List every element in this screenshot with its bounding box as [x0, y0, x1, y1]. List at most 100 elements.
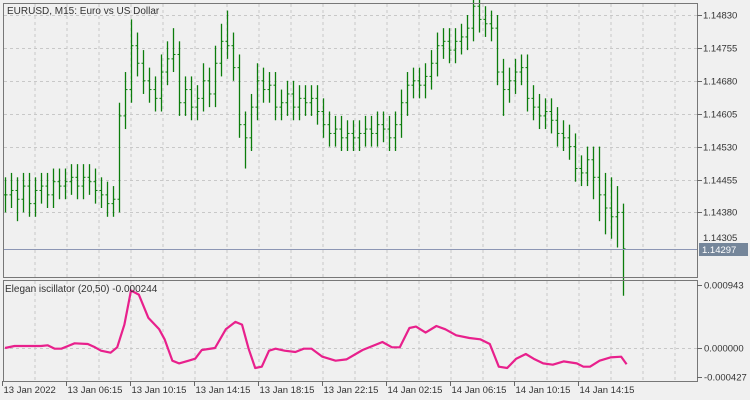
price-bar — [453, 28, 458, 64]
price-bar — [555, 107, 560, 147]
price-bar — [183, 76, 188, 116]
price-bar — [111, 186, 116, 217]
price-bar — [321, 98, 326, 138]
price-bar — [537, 93, 542, 130]
price-bar — [153, 76, 158, 112]
price-bar — [429, 50, 434, 90]
price-bar — [303, 85, 308, 116]
main-panel-border — [3, 3, 698, 278]
price-tick-label-hidden: 1.14305 — [703, 233, 737, 244]
price-tick-label: 1.14605 — [703, 110, 737, 121]
time-tick-label: 13 Jan 10:15 — [132, 385, 187, 396]
price-bar — [525, 54, 530, 112]
price-bar — [483, 6, 488, 37]
price-bar — [579, 155, 584, 187]
price-bar — [219, 23, 224, 77]
price-bar — [81, 164, 86, 200]
price-bar — [399, 89, 404, 138]
price-bar — [531, 85, 536, 121]
price-bar — [141, 50, 146, 94]
price-bar — [549, 98, 554, 134]
price-bar — [27, 172, 32, 217]
price-bar — [39, 172, 44, 204]
price-bar — [387, 115, 392, 151]
price-bar — [225, 10, 230, 59]
price-bar — [405, 72, 410, 116]
price-bar — [393, 111, 398, 151]
price-bar — [273, 72, 278, 121]
price-bar — [459, 23, 464, 55]
price-tick-label: 1.14755 — [703, 44, 737, 55]
price-bar — [573, 133, 578, 182]
price-bar — [117, 102, 122, 213]
price-bar — [159, 54, 164, 112]
price-axis[interactable]: 1.14830 1.14755 1.14680 1.14605 1.14530 1.144… — [697, 11, 748, 257]
price-bar — [249, 93, 254, 151]
price-bar — [297, 85, 302, 121]
price-bar — [615, 186, 620, 248]
price-bar — [363, 115, 368, 147]
price-bar — [177, 41, 182, 116]
price-bar — [519, 54, 524, 86]
price-bar — [597, 146, 602, 222]
price-tick-label: 1.14680 — [703, 77, 737, 88]
oscillator-line — [4, 289, 628, 370]
price-bar — [129, 19, 134, 103]
time-axis[interactable]: 13 Jan 2022 13 Jan 06:15 13 Jan 10:15 13 Ja… — [2, 381, 635, 396]
price-bar — [585, 146, 590, 187]
price-bar — [357, 120, 362, 151]
price-bar — [87, 164, 92, 195]
price-bar — [123, 72, 128, 130]
price-bar — [369, 115, 374, 147]
price-bar — [75, 164, 80, 200]
price-bar — [243, 111, 248, 169]
price-bar — [375, 111, 380, 147]
price-bar — [381, 111, 386, 143]
time-tick-label: 13 Jan 2022 — [4, 385, 56, 396]
price-bar — [501, 58, 506, 116]
price-bar — [99, 177, 104, 209]
price-bar — [567, 124, 572, 160]
price-bar — [435, 32, 440, 77]
price-bar — [237, 54, 242, 138]
time-tick-label: 14 Jan 02:15 — [388, 385, 443, 396]
price-bar — [285, 80, 290, 116]
price-bar — [147, 67, 152, 103]
price-bar — [69, 164, 74, 195]
price-bar — [231, 32, 236, 81]
price-bar — [333, 115, 338, 147]
time-tick-label: 13 Jan 22:15 — [324, 385, 379, 396]
time-tick-label: 14 Jan 10:15 — [516, 385, 571, 396]
price-bar — [315, 85, 320, 125]
price-bar — [213, 45, 218, 108]
price-bar — [171, 28, 176, 73]
price-bar — [441, 28, 446, 59]
price-bar — [165, 41, 170, 86]
price-bar — [447, 28, 452, 64]
price-bar — [207, 67, 212, 108]
price-bar — [63, 168, 68, 200]
price-bar — [309, 85, 314, 116]
indicator-label: Elegan iscillator (20,50) -0.000244 — [5, 284, 158, 295]
time-tick-label: 13 Jan 18:15 — [260, 385, 315, 396]
oscillator-axis[interactable]: 0.000943 0.000000 -0.000427 — [697, 281, 747, 384]
price-bar — [189, 76, 194, 121]
time-tick-label: 13 Jan 06:15 — [68, 385, 123, 396]
price-bar — [465, 15, 470, 51]
price-bar — [411, 67, 416, 99]
price-bar — [267, 72, 272, 103]
price-bar — [255, 63, 260, 121]
price-bar — [507, 67, 512, 103]
price-bar — [15, 177, 20, 222]
current-price-box — [699, 243, 748, 256]
osc-tick-label: 0.000943 — [704, 281, 744, 292]
price-tick-label: 1.14830 — [703, 11, 737, 22]
price-bar — [417, 67, 422, 99]
price-bar — [33, 177, 38, 217]
price-tick-label: 1.14530 — [703, 143, 737, 154]
time-tick-label: 13 Jan 14:15 — [196, 385, 251, 396]
osc-tick-label: -0.000427 — [704, 373, 747, 384]
current-price-label: 1.14297 — [702, 245, 736, 256]
